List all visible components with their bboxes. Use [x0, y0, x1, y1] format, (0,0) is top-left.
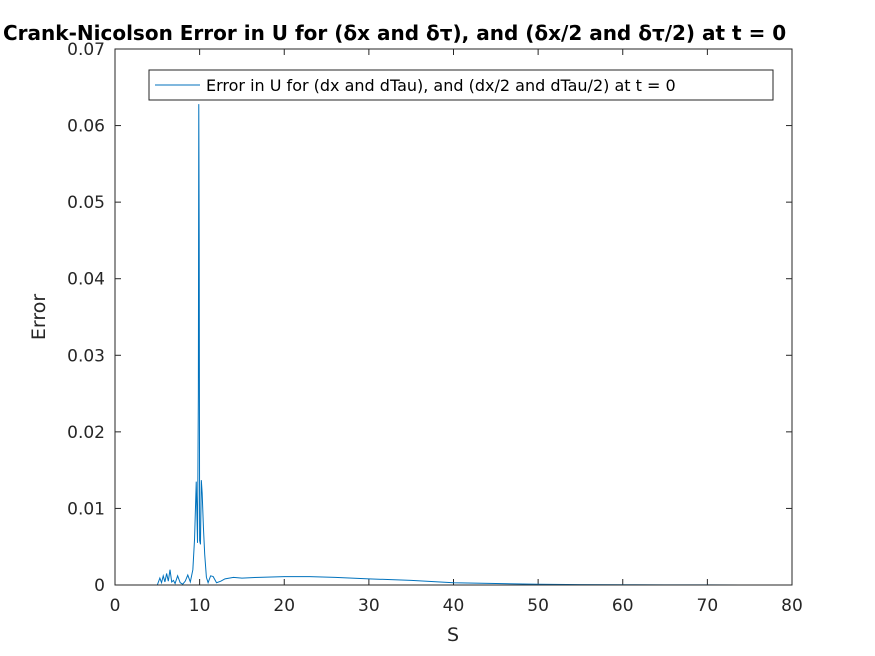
legend-entry: Error in U for (dx and dTau), and (dx/2 …: [206, 76, 676, 95]
x-tick-label: 0: [110, 596, 121, 616]
x-tick-label: 30: [358, 596, 380, 616]
x-axis-ticks: 0 10 20 30 40 50 60 70 80: [110, 49, 803, 616]
y-tick-label: 0.01: [67, 499, 105, 519]
plot-frame: [114, 48, 793, 586]
x-tick-label: 20: [273, 596, 295, 616]
y-tick-label: 0.04: [67, 270, 105, 290]
y-tick-label: 0.07: [67, 40, 105, 60]
legend: Error in U for (dx and dTau), and (dx/2 …: [148, 69, 774, 101]
y-axis-ticks: 0 0.01 0.02 0.03 0.04 0.05 0.06 0.07: [67, 40, 792, 596]
y-tick-label: 0.03: [67, 346, 105, 366]
plot-area: [115, 49, 792, 585]
y-tick-label: 0.06: [67, 117, 105, 137]
y-tick-label: 0: [94, 576, 105, 596]
chart-title: Crank-Nicolson Error in U for (δx and δτ…: [3, 21, 786, 45]
x-tick-label: 10: [189, 596, 211, 616]
x-tick-label: 80: [781, 596, 803, 616]
x-tick-label: 50: [527, 596, 549, 616]
x-axis-label: S: [447, 624, 459, 646]
y-tick-label: 0.05: [67, 193, 105, 213]
legend-box: [148, 69, 774, 101]
x-tick-label: 40: [443, 596, 465, 616]
error-series-line: [115, 104, 742, 586]
x-tick-label: 60: [612, 596, 634, 616]
y-axis-label: Error: [28, 294, 50, 341]
x-tick-label: 70: [697, 596, 719, 616]
y-tick-label: 0.02: [67, 423, 105, 443]
